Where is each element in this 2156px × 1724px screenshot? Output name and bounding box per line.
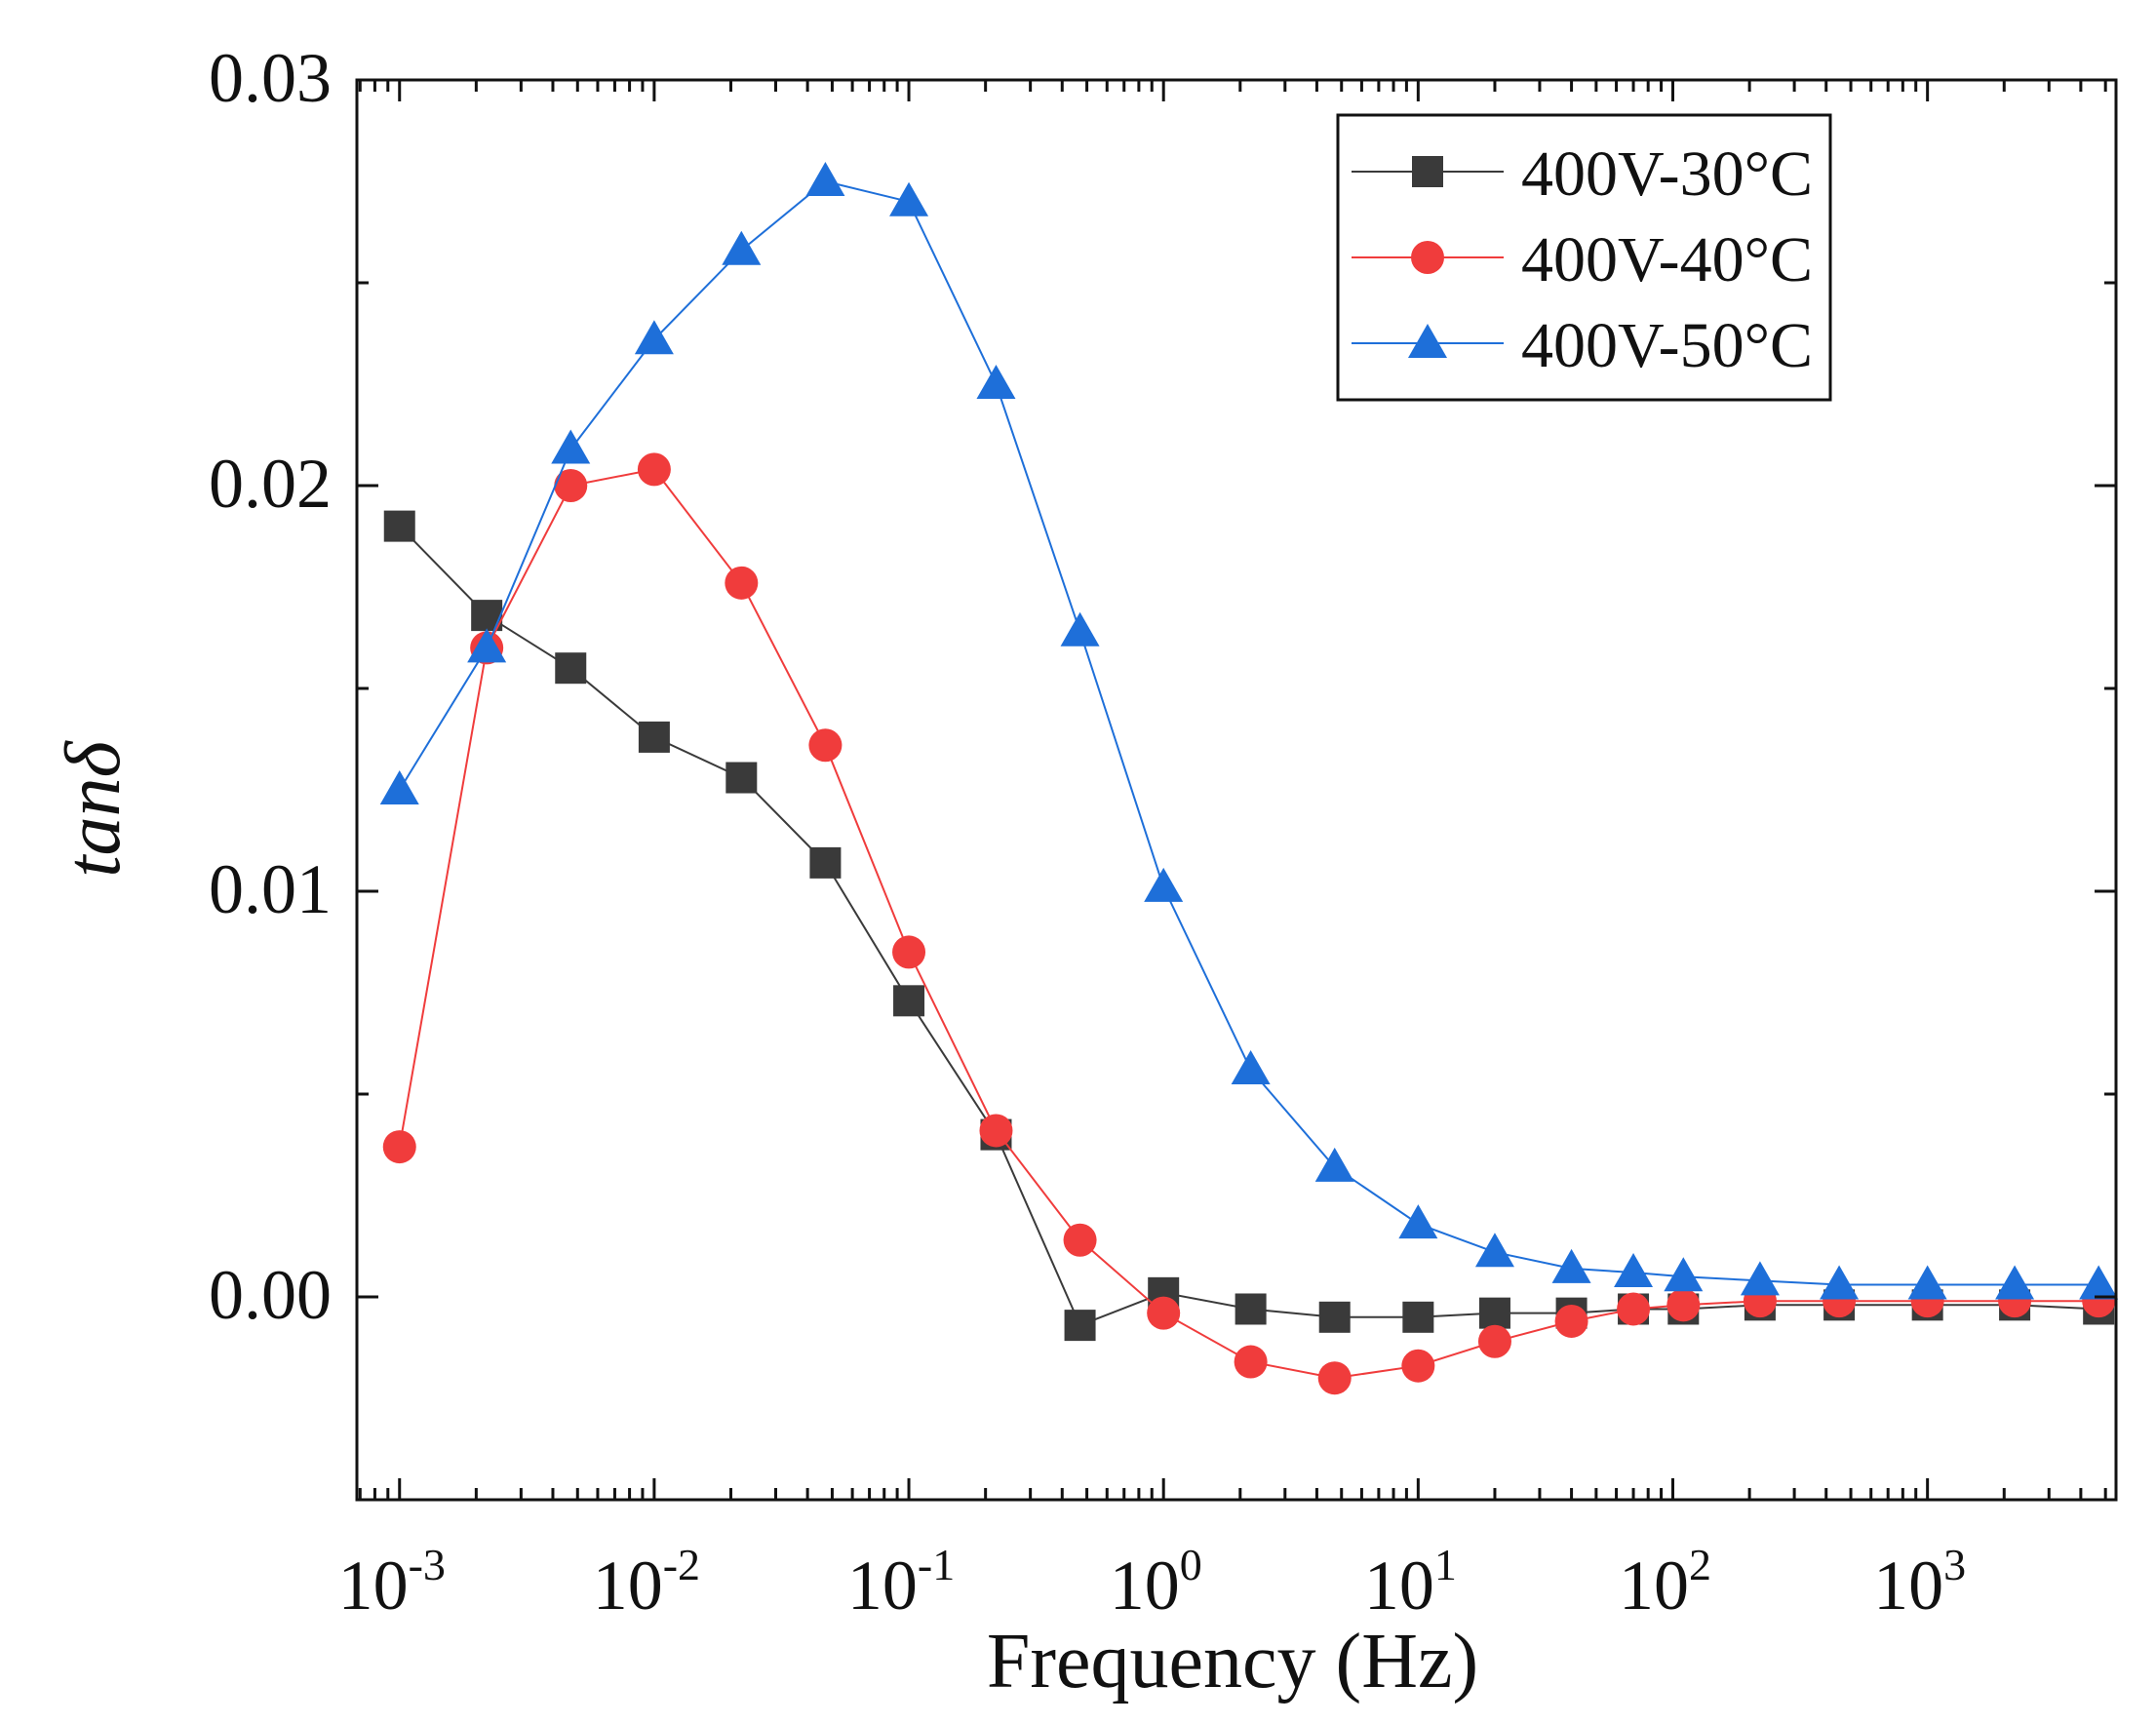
data-point-circle (1617, 1292, 1651, 1326)
data-point-square (638, 721, 670, 753)
legend-label: 400V-30°C (1521, 138, 1813, 210)
data-point-circle (725, 566, 759, 600)
data-point-triangle (2079, 1265, 2119, 1300)
data-point-triangle (634, 320, 674, 355)
data-point-square (1318, 1301, 1351, 1333)
data-point-square (555, 652, 587, 685)
plot-frame (355, 78, 2118, 1502)
data-point-circle (1147, 1296, 1181, 1330)
data-point-square (809, 846, 842, 879)
y-tick-label: 0.03 (209, 39, 332, 117)
x-tick-label: 100 (1110, 1540, 1202, 1625)
x-tick-label: 101 (1364, 1540, 1457, 1625)
series-3 (379, 162, 2119, 1300)
data-point-triangle (1060, 611, 1100, 646)
y-axis-title: tanδ (51, 739, 137, 877)
data-point-circle (1411, 241, 1444, 274)
axes (355, 78, 2118, 1502)
data-point-triangle (1820, 1265, 1860, 1300)
data-point-circle (979, 1114, 1013, 1148)
data-point-triangle (805, 162, 845, 196)
data-point-triangle (1664, 1257, 1704, 1292)
data-point-square (1064, 1310, 1096, 1342)
series-line (398, 525, 2099, 1327)
data-point-triangle (1551, 1248, 1591, 1283)
legend-label: 400V-40°C (1521, 224, 1813, 295)
series-line (398, 468, 2099, 1380)
data-point-square (1402, 1301, 1434, 1333)
data-point-triangle (1408, 324, 1447, 358)
data-point-triangle (889, 181, 929, 216)
data-point-circle (1234, 1345, 1268, 1379)
data-point-square (893, 985, 925, 1017)
data-point-triangle (1144, 867, 1184, 902)
data-point-square (1478, 1297, 1510, 1329)
data-point-circle (1554, 1304, 1588, 1338)
y-tick-label: 0.01 (209, 850, 332, 928)
legend-item: 400V-30°C (1352, 138, 1813, 210)
data-point-circle (1477, 1324, 1511, 1358)
x-tick-label: 10-3 (338, 1540, 446, 1625)
legend: 400V-30°C 400V-40°C 400V-50°C (1336, 113, 1832, 402)
data-point-circle (892, 935, 926, 969)
legend-label: 400V-50°C (1521, 310, 1813, 381)
data-point-triangle (1231, 1050, 1271, 1085)
data-point-triangle (1907, 1265, 1947, 1300)
data-point-circle (1317, 1361, 1352, 1395)
data-point-triangle (1740, 1261, 1780, 1296)
x-tick-label: 10-2 (593, 1540, 700, 1625)
data-point-triangle (976, 365, 1016, 399)
y-tick-label: 0.00 (209, 1256, 332, 1334)
data-point-circle (1401, 1349, 1435, 1383)
data-point-triangle (1398, 1204, 1438, 1239)
data-point-circle (382, 1130, 416, 1164)
x-tick-label: 103 (1873, 1540, 1966, 1625)
data-point-triangle (1995, 1265, 2035, 1300)
data-point-square (1412, 156, 1443, 187)
data-point-triangle (1474, 1233, 1514, 1268)
data-point-circle (637, 452, 671, 487)
data-point-triangle (551, 429, 591, 464)
data-point-square (1235, 1293, 1267, 1325)
data-point-square (725, 762, 758, 794)
x-tick-label: 10-1 (847, 1540, 955, 1625)
data-point-triangle (1314, 1147, 1354, 1182)
data-point-circle (554, 469, 588, 502)
data-point-triangle (379, 770, 419, 804)
data-point-circle (1063, 1223, 1097, 1257)
data-point-circle (1666, 1288, 1701, 1322)
data-point-square (383, 510, 415, 542)
data-point-circle (808, 728, 843, 763)
tick-labels: 0.00 0.01 0.02 0.03 10-3 10-2 10-1 100 101 102 103 (209, 39, 1966, 1625)
x-axis-title: Frequency (Hz) (987, 1619, 1478, 1704)
data-point-triangle (1614, 1253, 1654, 1288)
legend-item: 400V-50°C (1352, 310, 1813, 381)
data-point-triangle (467, 628, 507, 663)
legend-item: 400V-40°C (1352, 224, 1813, 295)
y-tick-label: 0.02 (209, 445, 332, 523)
data-point-triangle (722, 230, 762, 265)
x-tick-label: 102 (1619, 1540, 1711, 1625)
series-line (398, 179, 2099, 1286)
series-layer (379, 162, 2119, 1395)
